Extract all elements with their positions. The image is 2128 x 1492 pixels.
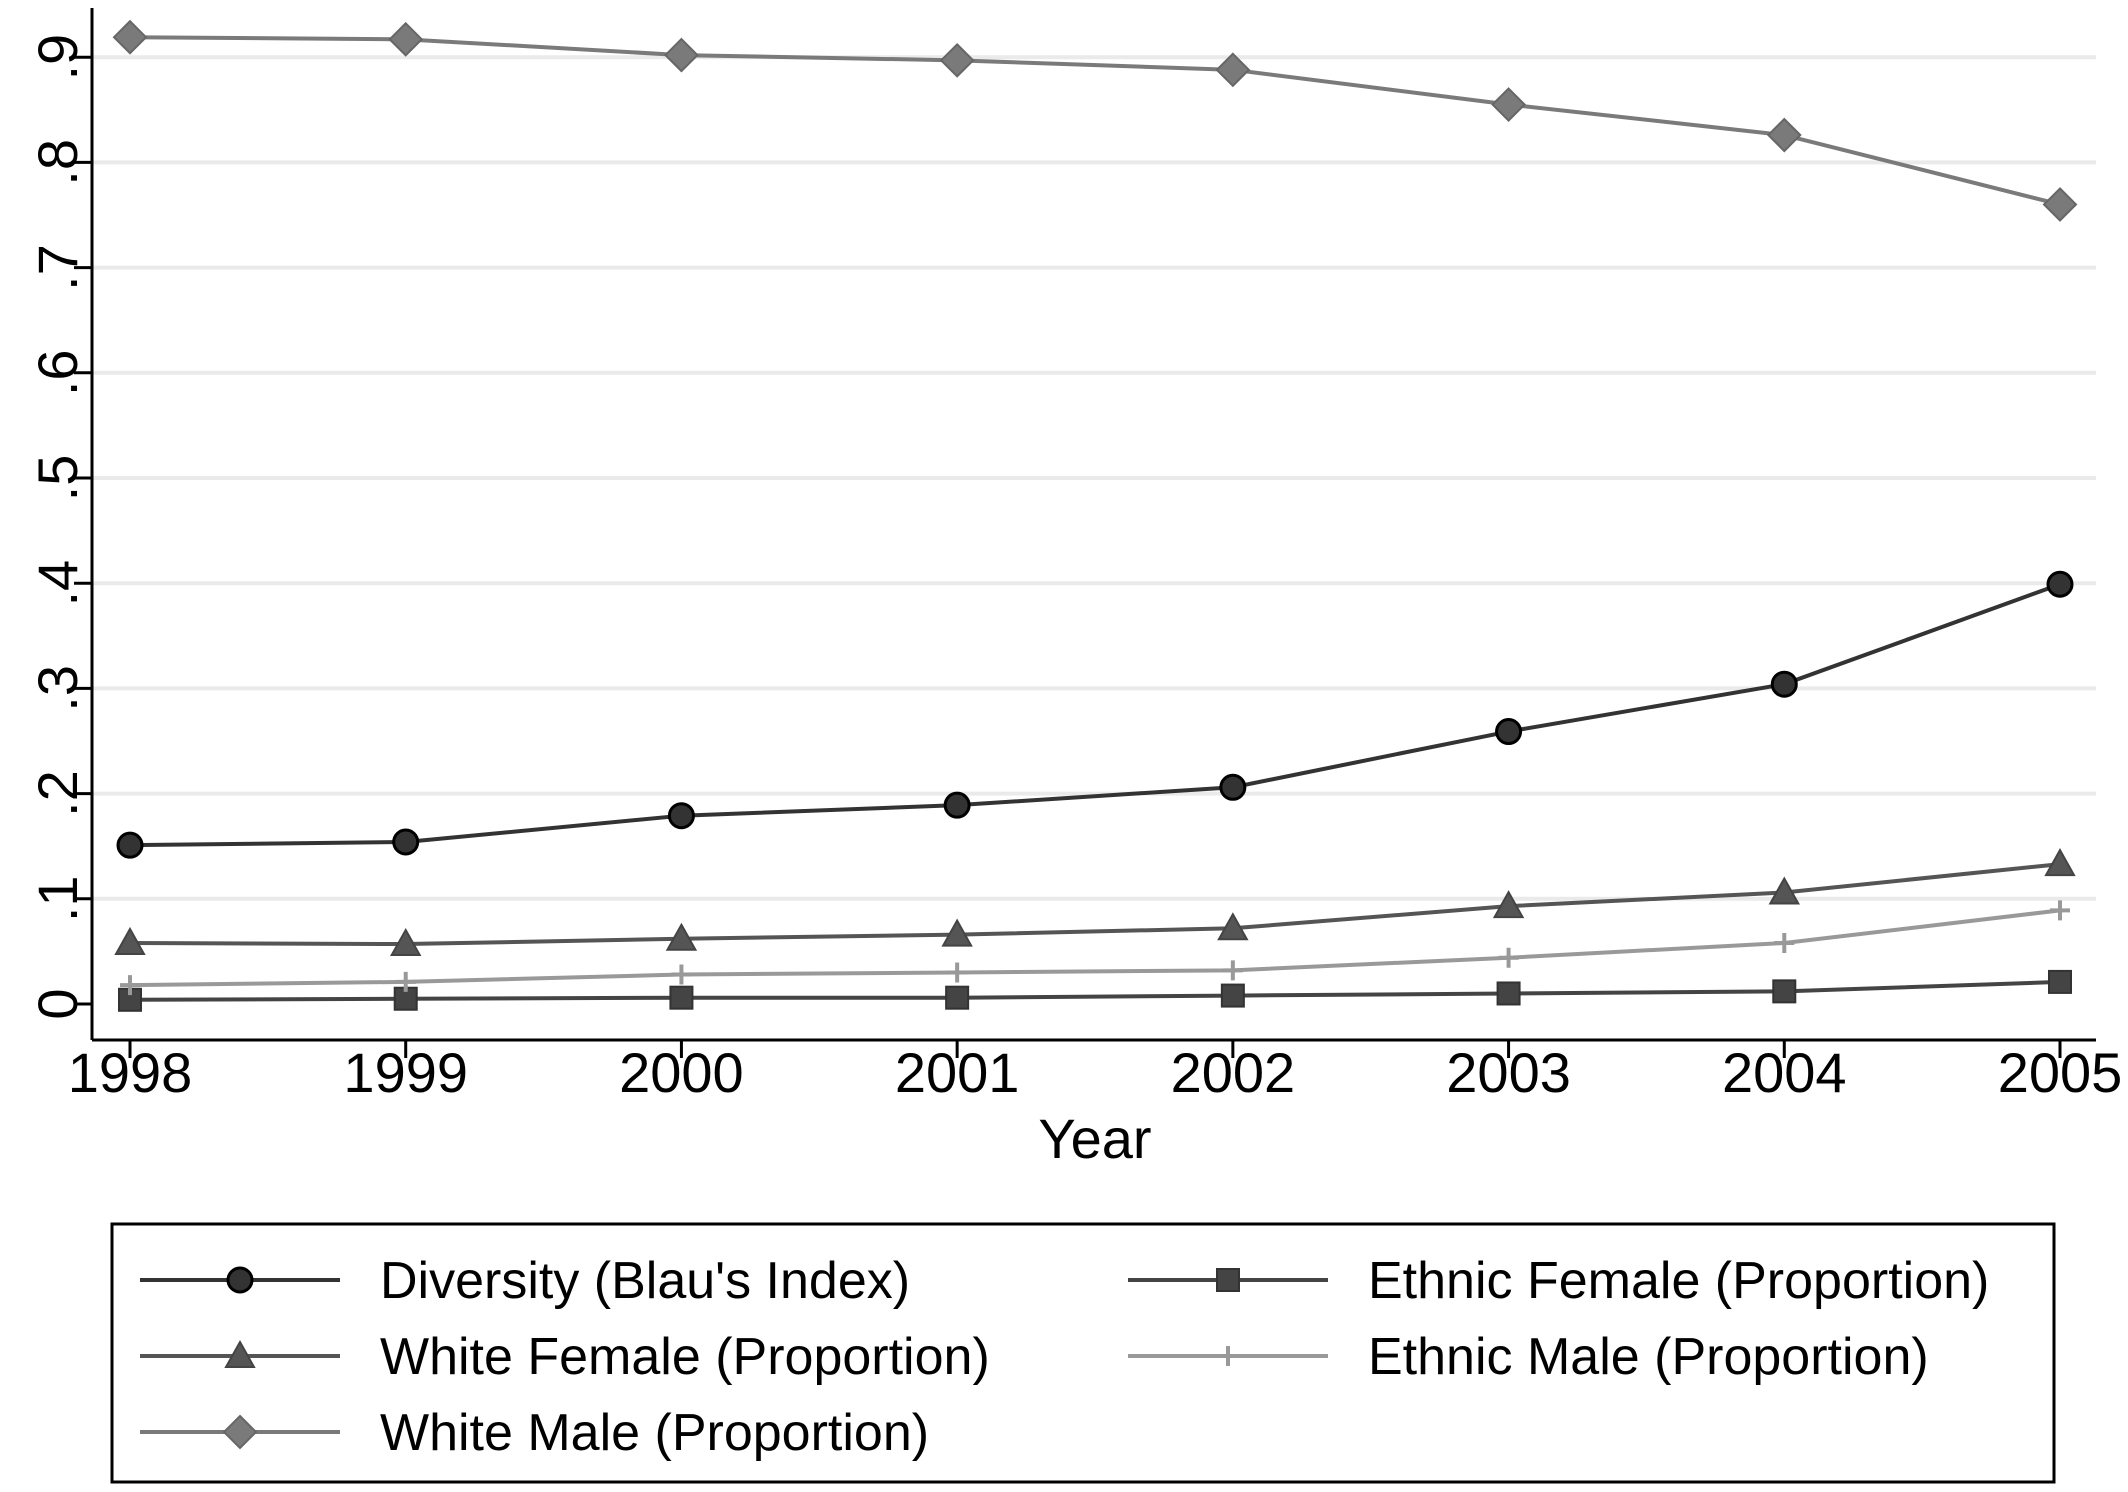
data-point	[1498, 947, 1519, 968]
x-tick-label: 1999	[343, 1041, 468, 1104]
data-point	[1492, 890, 1525, 919]
series-line	[129, 582, 2061, 848]
data-point	[1220, 983, 1245, 1008]
data-point	[1774, 932, 1795, 953]
data-point	[1219, 773, 1247, 801]
data-point	[669, 985, 694, 1010]
data-point	[112, 19, 148, 55]
y-tick-label: .5	[26, 455, 89, 502]
legend-marker	[224, 1339, 256, 1368]
data-point	[943, 791, 971, 819]
data-point	[392, 828, 420, 856]
data-point	[1495, 718, 1523, 746]
legend-entry: White Male (Proportion)	[140, 1404, 929, 1462]
grid-lines	[92, 55, 2096, 901]
series-triangle	[114, 848, 2076, 957]
series-circle	[116, 570, 2074, 859]
legend-label: Ethnic Female (Proportion)	[1368, 1252, 1989, 1310]
series-line	[129, 908, 2061, 988]
legend-entry: Diversity (Blau's Index)	[140, 1252, 910, 1310]
series-layer	[112, 19, 2078, 1012]
data-point	[664, 37, 699, 73]
data-point	[671, 964, 692, 985]
legend-marker	[1218, 1346, 1238, 1366]
legend-box	[110, 1222, 2056, 1484]
data-point	[945, 985, 970, 1010]
data-point	[665, 922, 698, 951]
legend-label: White Male (Proportion)	[380, 1404, 929, 1462]
legend: Diversity (Blau's Index) Ethnic Female (P…	[110, 1222, 2056, 1484]
data-point	[947, 962, 968, 983]
series-diamond	[112, 19, 2078, 222]
x-tick-label: 2005	[1998, 1041, 2123, 1104]
x-axis-title: Year	[1038, 1107, 1151, 1170]
data-point	[395, 971, 416, 992]
x-tick-label: 2004	[1722, 1041, 1847, 1104]
data-point	[1496, 981, 1521, 1006]
data-point	[114, 926, 146, 955]
legend-label: Diversity (Blau's Index)	[380, 1252, 910, 1310]
data-point	[2048, 969, 2072, 994]
x-tick-label: 1998	[68, 1041, 193, 1104]
data-point	[2050, 900, 2070, 921]
data-point	[939, 42, 975, 78]
data-point	[2046, 570, 2074, 598]
data-point	[1772, 979, 1797, 1004]
data-point	[1222, 960, 1243, 981]
x-tick-label: 2003	[1446, 1041, 1571, 1104]
legend-marker	[222, 1414, 258, 1450]
data-point	[2042, 187, 2078, 222]
legend-label: White Female (Proportion)	[380, 1328, 990, 1386]
data-point	[388, 21, 424, 57]
legend-entry: White Female (Proportion)	[140, 1328, 990, 1386]
legend-marker	[1216, 1268, 1240, 1292]
data-point	[667, 802, 695, 830]
legend-entry: Ethnic Male (Proportion)	[1128, 1328, 1929, 1386]
data-point	[1215, 52, 1251, 88]
series-square	[118, 969, 2072, 1012]
data-point	[1491, 87, 1526, 122]
y-tick-label: .3	[26, 665, 89, 712]
y-tick-label: .6	[26, 349, 89, 396]
data-point	[116, 831, 144, 859]
y-tick-label: .9	[26, 34, 89, 81]
x-tick-label: 2000	[619, 1041, 744, 1104]
data-point	[1768, 876, 1800, 905]
data-point	[941, 918, 973, 947]
legend-entry: Ethnic Female (Proportion)	[1128, 1252, 1989, 1310]
y-tick-label: .8	[26, 139, 89, 186]
y-tick-label: .2	[26, 770, 89, 817]
series-line	[129, 862, 2061, 947]
data-point	[390, 927, 422, 957]
y-tick-label: .4	[26, 560, 89, 607]
series-plus	[120, 900, 2070, 996]
x-tick-label: 2002	[1171, 1041, 1296, 1104]
data-point	[1766, 117, 1802, 153]
series-line	[129, 979, 2061, 1002]
legend-label: Ethnic Male (Proportion)	[1368, 1328, 1929, 1386]
legend-marker	[226, 1266, 254, 1294]
data-point	[1217, 912, 1249, 941]
data-point	[2044, 848, 2076, 877]
y-tick-label: .1	[26, 875, 89, 922]
y-tick-label: .7	[26, 244, 89, 291]
axes: 0 .1 .2 .3 .4 .5 .6 .7 .8 .9 1998 1999 2000 2001 2002 2…	[26, 8, 2122, 1170]
data-point	[120, 975, 140, 996]
data-point	[1770, 670, 1798, 698]
series-line	[129, 35, 2061, 207]
y-tick-label: 0	[26, 988, 89, 1019]
x-tick-label: 2001	[895, 1041, 1020, 1104]
